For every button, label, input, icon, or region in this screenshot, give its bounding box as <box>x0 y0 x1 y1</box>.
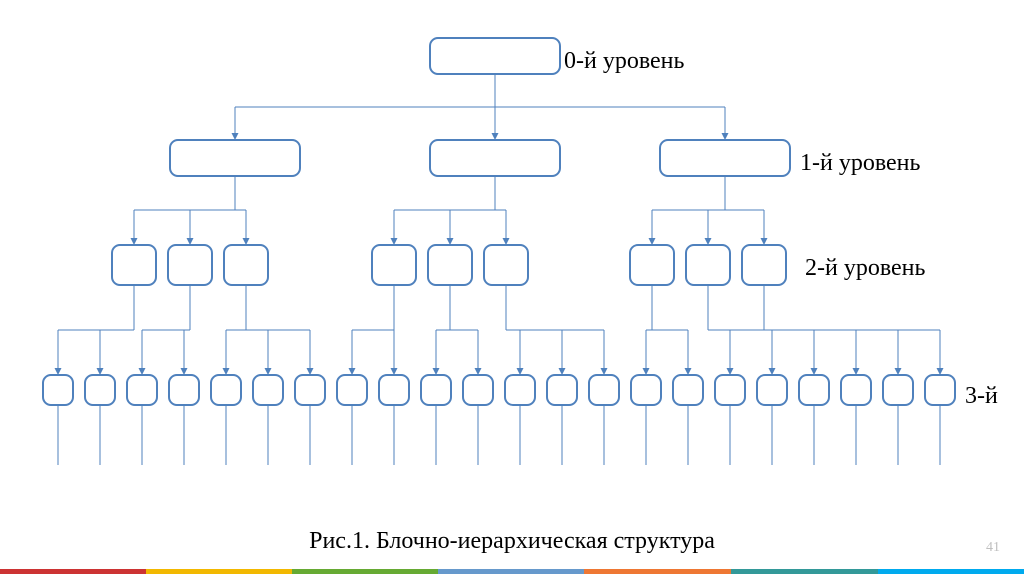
level2-label: 2-й уровень <box>805 255 925 282</box>
level1-label: 1-й уровень <box>800 150 920 177</box>
page-number: 41 <box>986 540 1000 556</box>
level0-label: 0-й уровень <box>564 48 684 75</box>
figure-caption: Рис.1. Блочно-иерархическая структура <box>0 528 1024 555</box>
hierarchy-diagram <box>0 0 1024 574</box>
level3-label: 3-й <box>965 383 998 410</box>
